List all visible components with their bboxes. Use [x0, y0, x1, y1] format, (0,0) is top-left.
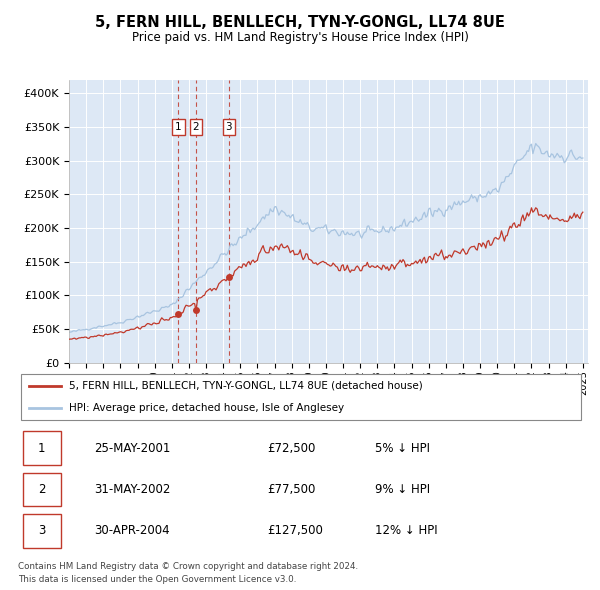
Text: £72,500: £72,500 [268, 441, 316, 454]
FancyBboxPatch shape [23, 514, 61, 548]
Text: Price paid vs. HM Land Registry's House Price Index (HPI): Price paid vs. HM Land Registry's House … [131, 31, 469, 44]
Text: 9% ↓ HPI: 9% ↓ HPI [375, 483, 430, 496]
Text: HPI: Average price, detached house, Isle of Anglesey: HPI: Average price, detached house, Isle… [69, 404, 344, 414]
Text: 31-MAY-2002: 31-MAY-2002 [95, 483, 171, 496]
Text: 3: 3 [38, 524, 46, 537]
Text: Contains HM Land Registry data © Crown copyright and database right 2024.: Contains HM Land Registry data © Crown c… [18, 562, 358, 571]
Text: £77,500: £77,500 [268, 483, 316, 496]
Text: This data is licensed under the Open Government Licence v3.0.: This data is licensed under the Open Gov… [18, 575, 296, 584]
Text: 2: 2 [38, 483, 46, 496]
Text: £127,500: £127,500 [268, 524, 323, 537]
Text: 5% ↓ HPI: 5% ↓ HPI [375, 441, 430, 454]
Text: 5, FERN HILL, BENLLECH, TYN-Y-GONGL, LL74 8UE: 5, FERN HILL, BENLLECH, TYN-Y-GONGL, LL7… [95, 15, 505, 30]
FancyBboxPatch shape [23, 431, 61, 466]
Text: 3: 3 [226, 122, 232, 132]
Text: 30-APR-2004: 30-APR-2004 [95, 524, 170, 537]
Text: 1: 1 [175, 122, 182, 132]
Text: 12% ↓ HPI: 12% ↓ HPI [375, 524, 438, 537]
Text: 2: 2 [193, 122, 199, 132]
Text: 25-MAY-2001: 25-MAY-2001 [95, 441, 171, 454]
FancyBboxPatch shape [23, 473, 61, 506]
FancyBboxPatch shape [21, 373, 581, 420]
Text: 5, FERN HILL, BENLLECH, TYN-Y-GONGL, LL74 8UE (detached house): 5, FERN HILL, BENLLECH, TYN-Y-GONGL, LL7… [69, 381, 423, 391]
Text: 1: 1 [38, 441, 46, 454]
